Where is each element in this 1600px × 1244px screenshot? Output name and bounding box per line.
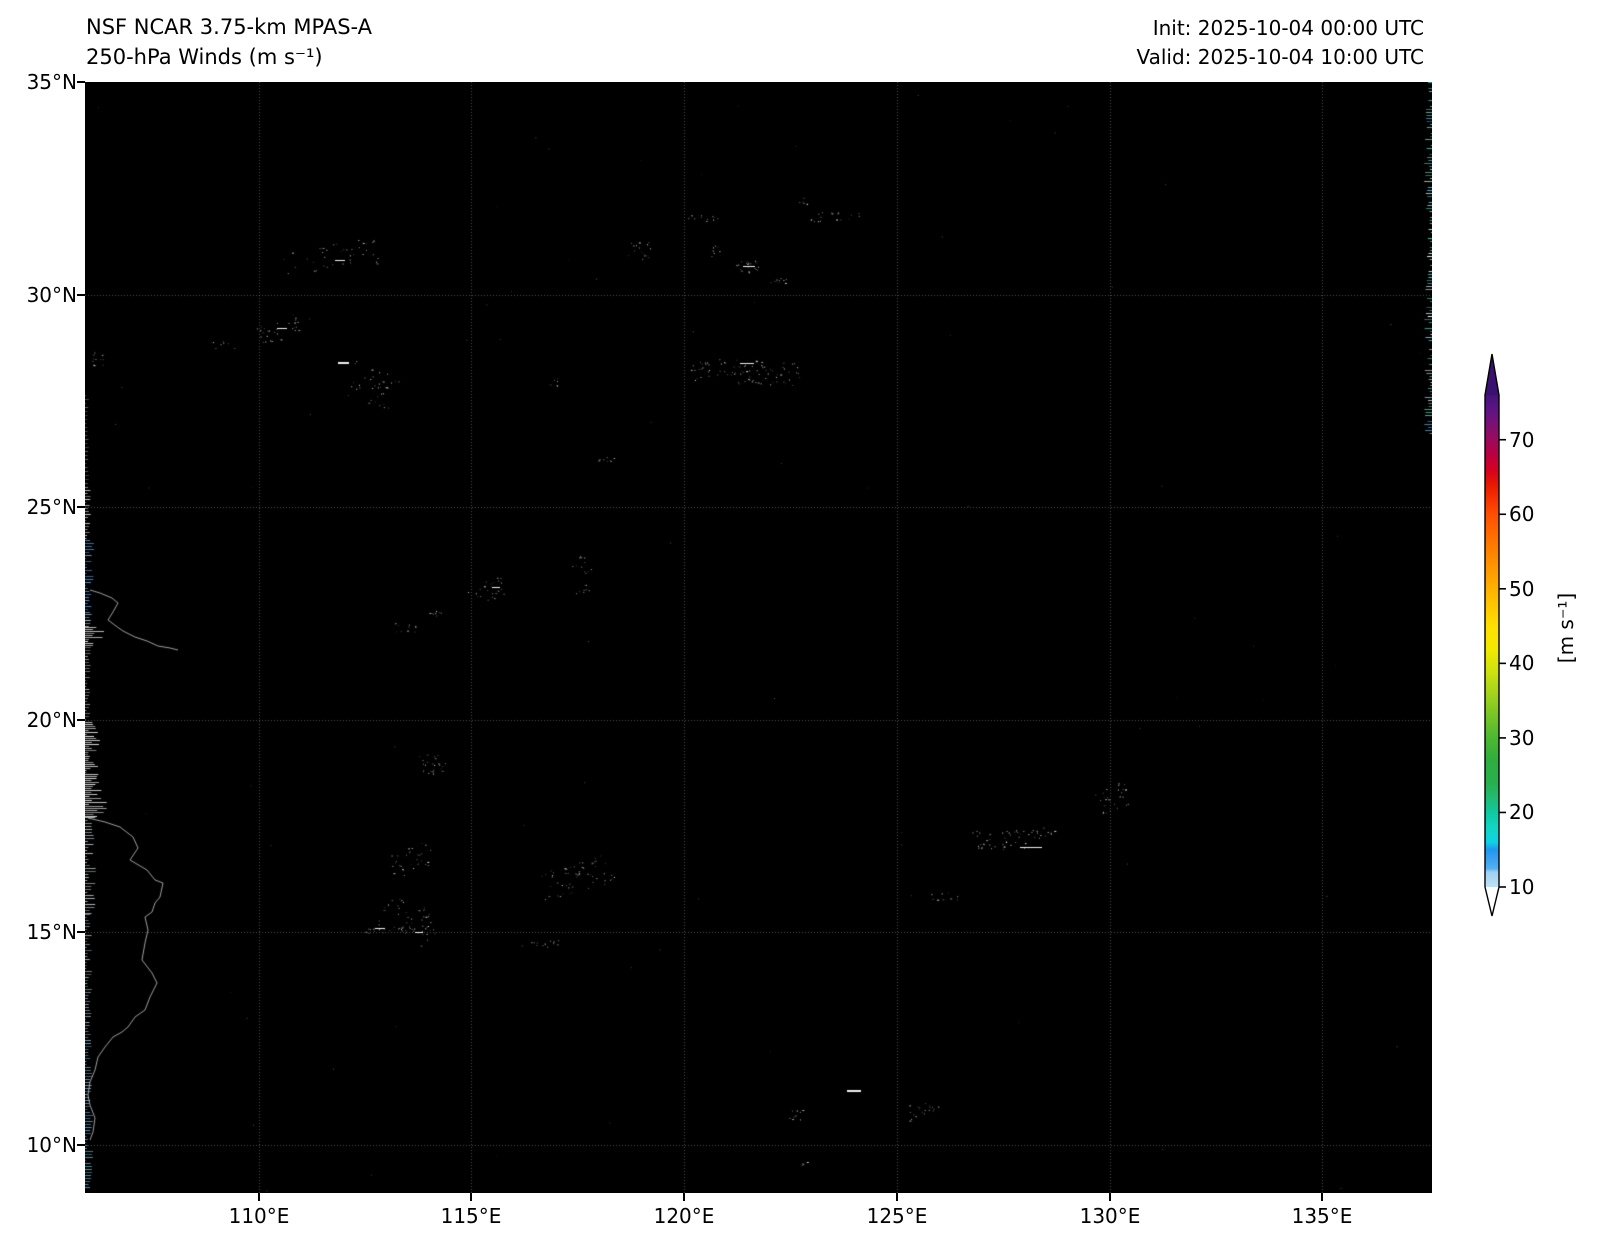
lat-tick-label: 10°N — [26, 1133, 77, 1157]
lon-tick-label: 115°E — [440, 1204, 502, 1228]
lon-tick-label: 135°E — [1291, 1204, 1353, 1228]
colorbar-tick-label: 40 — [1509, 651, 1535, 676]
lon-tick-label: 130°E — [1079, 1204, 1141, 1228]
lat-tick-mark — [77, 719, 85, 721]
lat-tick-mark — [77, 931, 85, 933]
lon-tick-mark — [258, 1193, 260, 1201]
figure-title: NSF NCAR 3.75-km MPAS-A 250-hPa Winds (m… — [86, 12, 372, 72]
lat-tick-mark — [77, 294, 85, 296]
colorbar-tick-label: 20 — [1509, 800, 1535, 825]
lat-tick-label: 15°N — [26, 920, 77, 944]
lat-tick-mark — [77, 1144, 85, 1146]
colorbar-tick-label: 70 — [1509, 427, 1535, 452]
lat-tick-label: 30°N — [26, 283, 77, 307]
map-canvas — [85, 82, 1432, 1193]
title-line-field: 250-hPa Winds (m s⁻¹) — [86, 45, 323, 69]
colorbar-tick-label: 10 — [1509, 875, 1535, 899]
lon-tick-label: 120°E — [653, 1204, 715, 1228]
lon-tick-label: 110°E — [228, 1204, 290, 1228]
run-times: Init: 2025-10-04 00:00 UTC Valid: 2025-1… — [1136, 14, 1424, 72]
lat-tick-mark — [77, 506, 85, 508]
lon-tick-mark — [896, 1193, 898, 1201]
lat-tick-label: 20°N — [26, 708, 77, 732]
lon-tick-mark — [683, 1193, 685, 1201]
title-line-model: NSF NCAR 3.75-km MPAS-A — [86, 15, 373, 39]
colorbar-tick-label: 60 — [1509, 502, 1535, 527]
lon-tick-mark — [1109, 1193, 1111, 1201]
colorbar-tick-label: 50 — [1509, 576, 1535, 601]
colorbar-unit-label: [m s⁻¹] — [1554, 592, 1578, 664]
map-plot-area — [85, 82, 1432, 1193]
colorbar-tick-label: 30 — [1509, 725, 1535, 750]
lat-tick-label: 35°N — [26, 70, 77, 94]
lon-tick-mark — [470, 1193, 472, 1201]
init-time-text: Init: 2025-10-04 00:00 UTC — [1152, 16, 1424, 40]
colorbar-svg — [1484, 353, 1506, 917]
lon-tick-label: 125°E — [866, 1204, 928, 1228]
valid-time-text: Valid: 2025-10-04 10:00 UTC — [1136, 45, 1424, 69]
lon-tick-mark — [1321, 1193, 1323, 1201]
lat-tick-mark — [77, 81, 85, 83]
lat-tick-label: 25°N — [26, 495, 77, 519]
colorbar — [1480, 350, 1540, 930]
